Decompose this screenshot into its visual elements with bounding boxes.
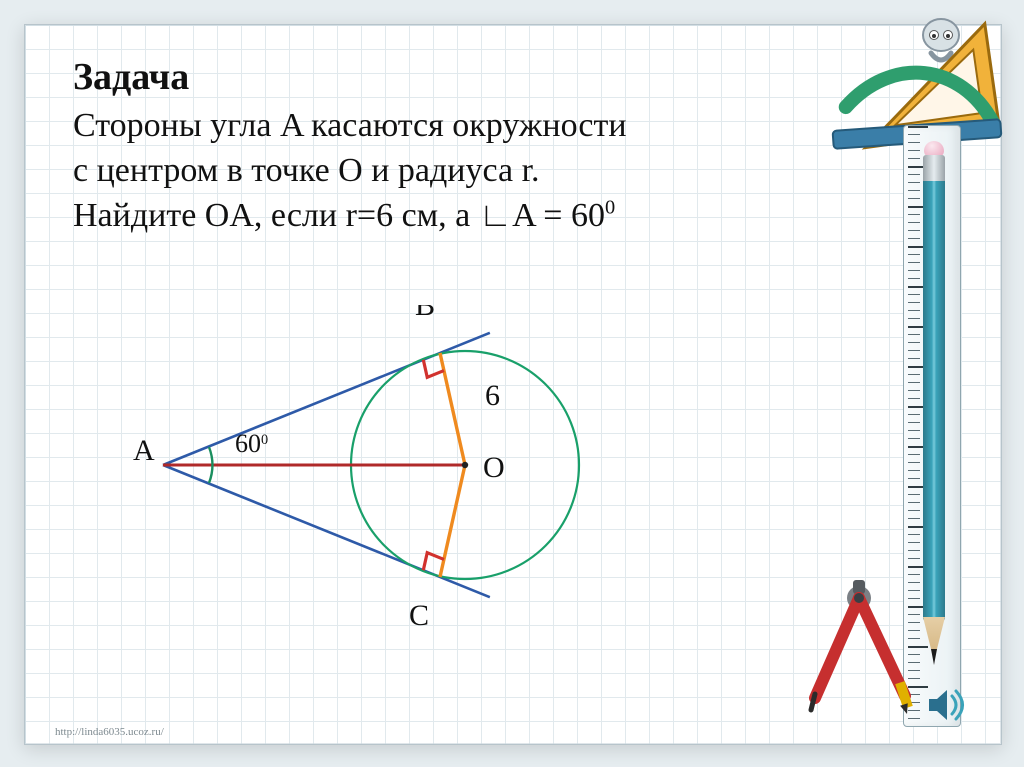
geometry-diagram: A B C O 6 600 — [105, 305, 665, 725]
audio-icon[interactable] — [925, 684, 967, 726]
svg-text:A: A — [133, 434, 155, 467]
problem-line-3: Найдите OA, если r=6 см, а ∟A = 600 — [73, 193, 833, 238]
problem-line-1: Стороны угла A касаются окружности — [73, 104, 833, 148]
problem-text: Задача Стороны угла A касаются окружност… — [73, 53, 833, 238]
problem-heading: Задача — [73, 53, 833, 102]
slide-paper: Задача Стороны угла A касаются окружност… — [24, 24, 1002, 745]
problem-line-2: с центром в точке O и радиуса r. — [73, 149, 833, 193]
svg-text:600: 600 — [235, 429, 268, 458]
source-url: http://linda6035.ucoz.ru/ — [55, 726, 164, 738]
svg-text:B: B — [415, 305, 435, 322]
svg-text:6: 6 — [485, 379, 500, 412]
svg-text:O: O — [483, 451, 505, 484]
angle-symbol: ∟ — [479, 196, 512, 234]
svg-text:C: C — [409, 599, 429, 632]
compass-decoration — [787, 576, 937, 716]
